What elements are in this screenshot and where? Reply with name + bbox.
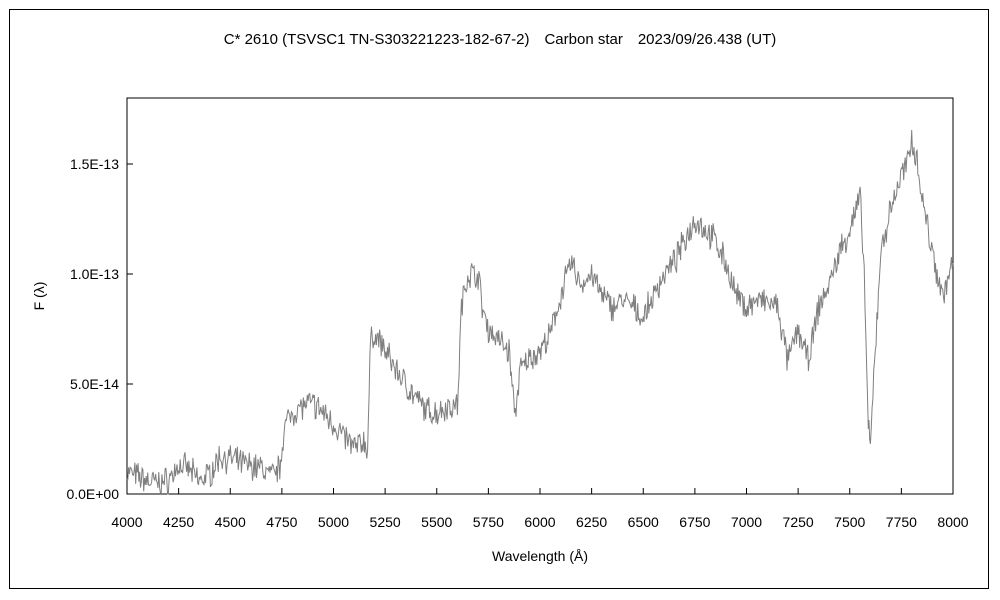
x-tick-label: 7750: [886, 514, 917, 530]
x-tick-label: 5750: [473, 514, 504, 530]
x-axis: 4000 4250 4500 4750 5000 5250 5500 5750 6000 6250…: [111, 488, 969, 530]
y-tick-label: 0.0E+00: [66, 486, 119, 502]
x-tick-label: 4250: [163, 514, 194, 530]
plot-area: [126, 97, 954, 495]
y-axis-label: F (λ): [31, 282, 47, 311]
x-tick-label: 7000: [731, 514, 762, 530]
spectrum-series-line: [126, 129, 954, 496]
x-tick-label: 6250: [576, 514, 607, 530]
x-tick-label: 4750: [266, 514, 297, 530]
x-tick-label: 4000: [111, 514, 142, 530]
x-tick-label: 6500: [628, 514, 659, 530]
x-tick-label: 5500: [421, 514, 452, 530]
x-tick-label: 5250: [370, 514, 401, 530]
chart-frame: [9, 9, 989, 589]
y-tick-label: 1.5E-13: [70, 156, 119, 172]
series-layer: [126, 129, 954, 496]
y-axis: 0.0E+00 5.0E-14 1.0E-13 1.5E-13: [66, 156, 133, 502]
x-tick-label: 4500: [215, 514, 246, 530]
y-tick-label: 1.0E-13: [70, 266, 119, 282]
x-tick-label: 7500: [834, 514, 865, 530]
x-tick-label: 8000: [937, 514, 968, 530]
y-tick-label: 5.0E-14: [70, 376, 119, 392]
x-axis-label: Wavelength (Å): [492, 548, 588, 564]
chart-title: C* 2610 (TSVSC1 TN-S303221223-182-67-2) …: [224, 31, 777, 48]
x-tick-label: 5000: [318, 514, 349, 530]
x-tick-label: 6000: [524, 514, 555, 530]
x-tick-label: 6750: [679, 514, 710, 530]
x-tick-label: 7250: [783, 514, 814, 530]
